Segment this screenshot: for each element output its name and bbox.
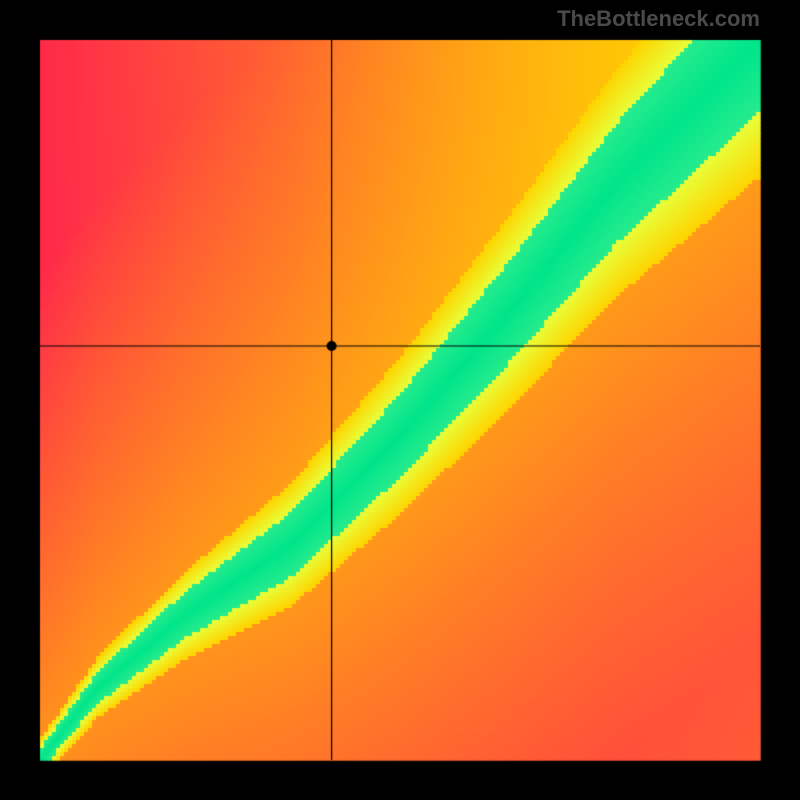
bottleneck-heatmap bbox=[0, 0, 800, 800]
chart-container: TheBottleneck.com bbox=[0, 0, 800, 800]
watermark-label: TheBottleneck.com bbox=[557, 6, 760, 32]
